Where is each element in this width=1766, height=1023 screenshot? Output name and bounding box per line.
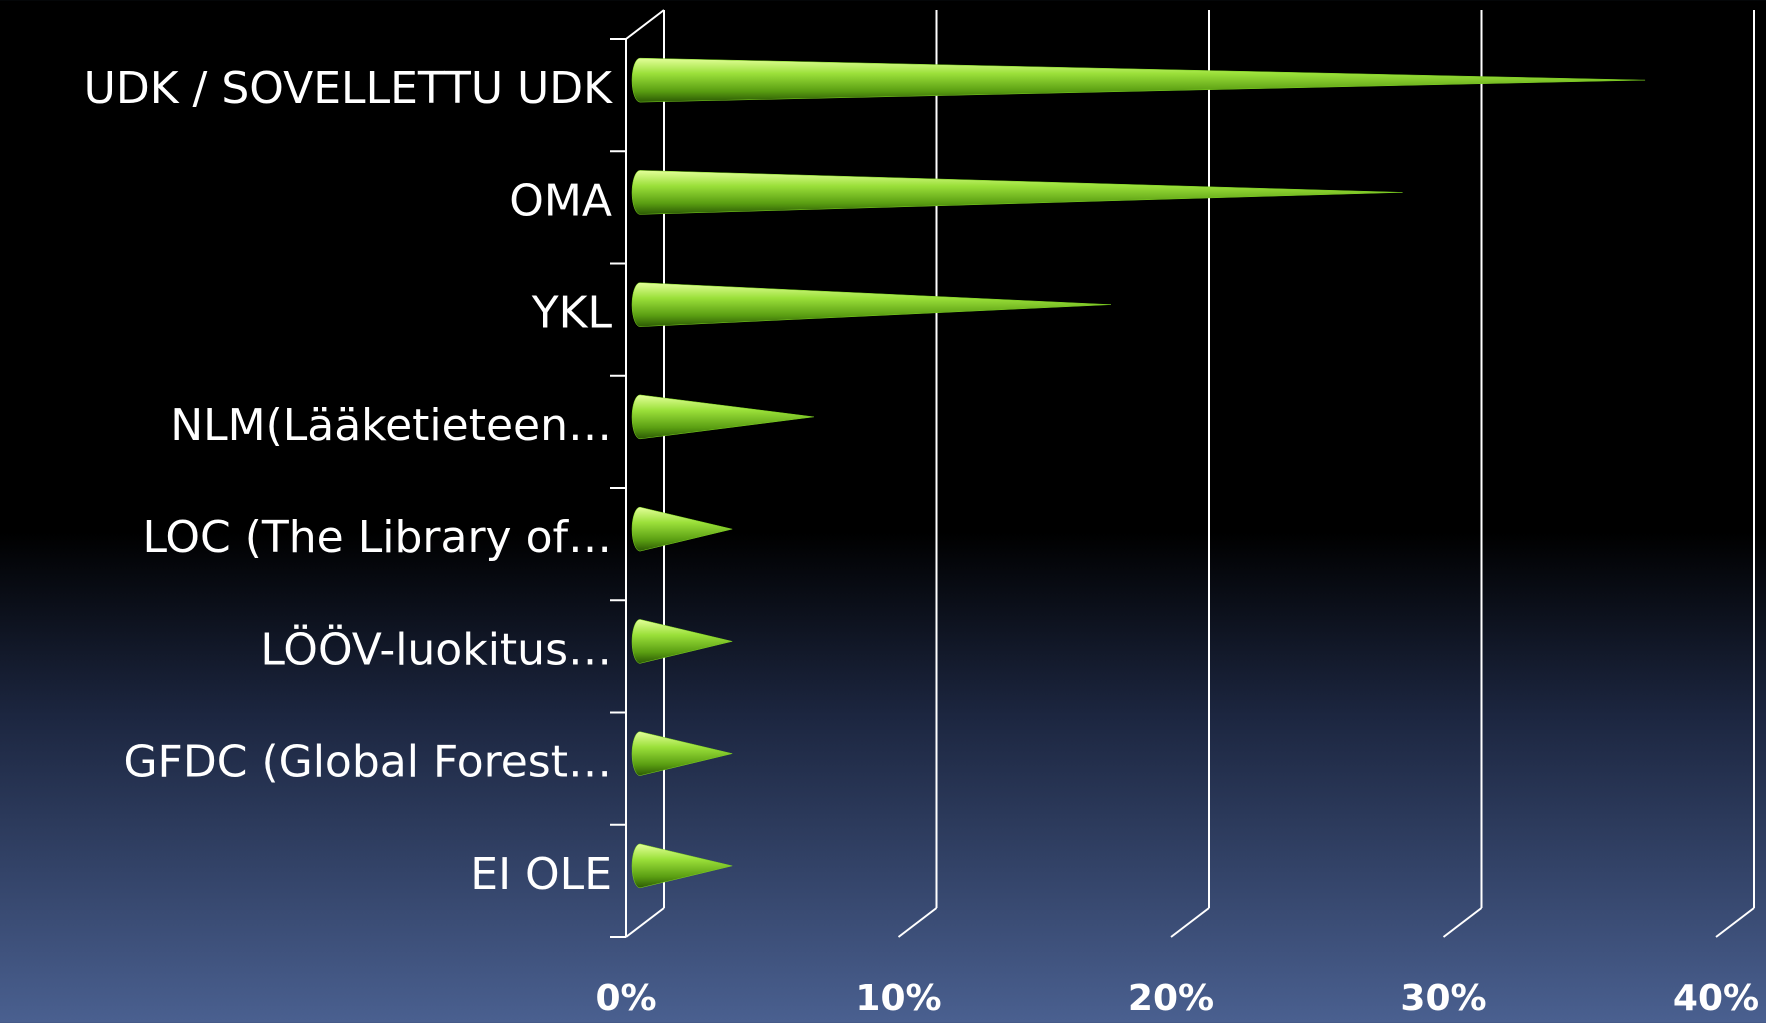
cone <box>631 282 1111 327</box>
cone <box>631 843 733 889</box>
grid-line <box>1170 907 1210 938</box>
x-tick-label: 20% <box>1128 978 1214 1019</box>
grid-line <box>1715 907 1755 938</box>
cone <box>631 394 814 440</box>
bar <box>631 282 1111 327</box>
x-tick-label: 10% <box>855 978 941 1019</box>
cone <box>631 170 1403 215</box>
y-tick-label: LOC (The Library of… <box>142 512 612 563</box>
grid-line <box>1442 907 1483 938</box>
cone <box>631 619 733 664</box>
bar <box>631 57 1646 103</box>
y-tick-label: OMA <box>509 175 612 226</box>
y-tick-label: LÖÖV-luokitus… <box>260 623 612 675</box>
y-tick-label: GFDC (Global Forest… <box>123 737 612 788</box>
grid-line <box>625 907 665 938</box>
bar <box>631 619 733 664</box>
y-tick-label: NLM(Lääketieteen… <box>170 400 612 451</box>
y-tick-label: YKL <box>531 288 613 339</box>
x-tick-label: 0% <box>595 978 656 1019</box>
bar <box>631 170 1403 215</box>
x-tick-label: 40% <box>1673 978 1759 1019</box>
axis-line <box>625 9 665 40</box>
x-tick-label: 30% <box>1400 978 1486 1019</box>
cone <box>631 731 733 776</box>
bar <box>631 394 814 440</box>
cone <box>631 57 1646 103</box>
grid-line <box>897 907 938 938</box>
cone <box>631 506 733 552</box>
bar <box>631 843 733 889</box>
bar <box>631 731 733 776</box>
y-tick-label: UDK / SOVELLETTU UDK <box>84 63 614 114</box>
y-tick-label: EI OLE <box>470 849 612 900</box>
bar <box>631 506 733 552</box>
